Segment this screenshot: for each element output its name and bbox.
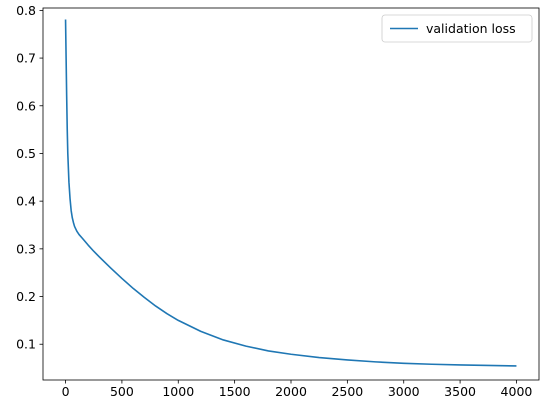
legend-box: [381, 14, 533, 43]
x-tick-label: 4000: [501, 384, 533, 399]
legend-label: validation loss: [426, 21, 516, 36]
x-tick-label: 2500: [331, 384, 363, 399]
x-tick-label: 2000: [275, 384, 307, 399]
x-tick-label: 0: [62, 384, 70, 399]
legend: validation loss: [381, 14, 533, 43]
y-tick-label: 0.8: [16, 3, 36, 18]
x-tick-label: 3500: [444, 384, 476, 399]
y-tick-label: 0.6: [16, 98, 36, 113]
x-tick-label: 1000: [162, 384, 194, 399]
y-tick-label: 0.2: [16, 289, 36, 304]
x-tick-label: 500: [110, 384, 134, 399]
y-tick-label: 0.4: [16, 194, 36, 209]
series-layer: [64, 19, 517, 367]
y-tick-label: 0.3: [16, 241, 36, 256]
y-axis: 0.1 0.2 0.3 0.4 0.5 0.6 0.7 0.8: [16, 3, 43, 352]
series-line-validation-loss: [64, 19, 517, 367]
x-tick-label: 1500: [219, 384, 251, 399]
y-tick-label: 0.7: [16, 51, 36, 66]
y-tick-label: 0.1: [16, 337, 36, 352]
y-tick-label: 0.5: [16, 146, 36, 161]
x-tick-label: 3000: [388, 384, 420, 399]
x-axis: 0 500 1000 1500 2000 2500 3000 3500 4000: [62, 380, 533, 399]
